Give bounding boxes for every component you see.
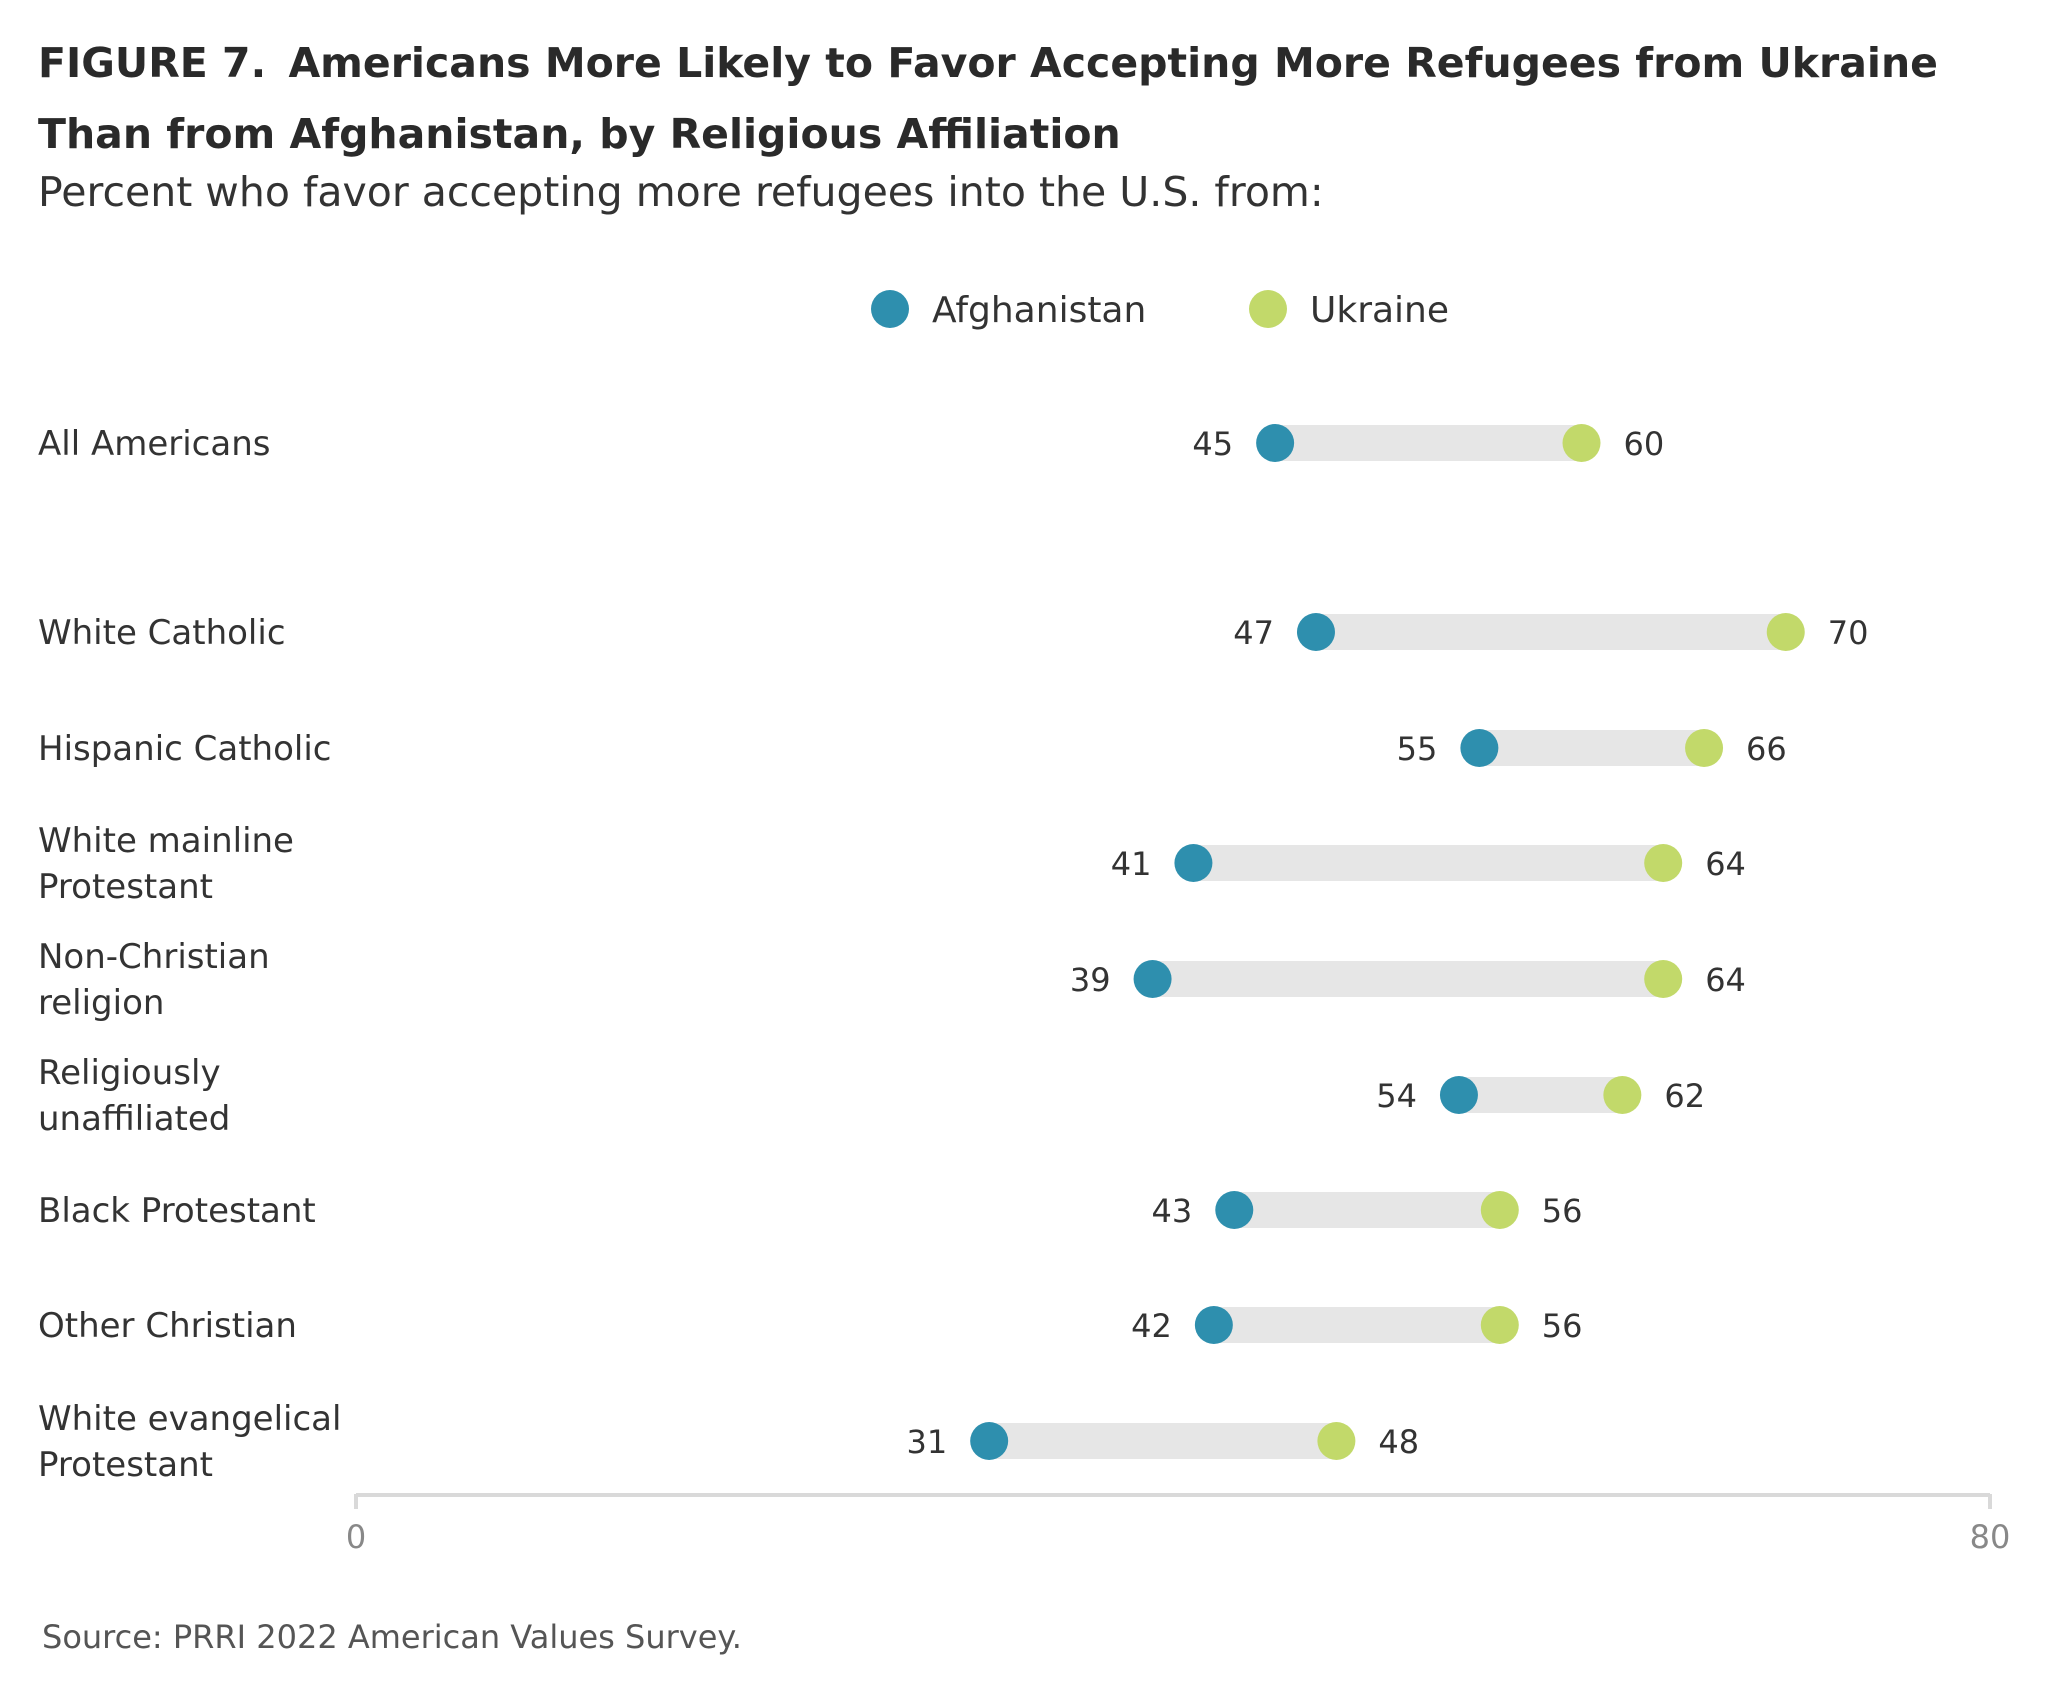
afghanistan-value-label: 31 xyxy=(906,1423,947,1461)
category-label: unaffiliated xyxy=(38,1099,230,1139)
range-bar xyxy=(1315,614,1786,650)
afghanistan-point xyxy=(1194,1306,1233,1344)
range-bar xyxy=(1479,730,1705,766)
ukraine-point xyxy=(1766,613,1805,651)
afghanistan-value-label: 54 xyxy=(1376,1077,1417,1115)
category-label: White mainline xyxy=(38,821,294,861)
legend-marker-ukraine xyxy=(1249,290,1287,328)
category-label: religion xyxy=(38,983,164,1023)
ukraine-value-label: 56 xyxy=(1542,1307,1583,1345)
ukraine-value-label: 56 xyxy=(1542,1192,1583,1230)
ukraine-point xyxy=(1685,729,1724,767)
x-tick-label: 80 xyxy=(1970,1518,2011,1556)
category-label: Other Christian xyxy=(38,1306,297,1346)
ukraine-point xyxy=(1480,1191,1519,1229)
ukraine-value-label: 64 xyxy=(1705,961,1746,999)
ukraine-value-label: 62 xyxy=(1664,1077,1705,1115)
afghanistan-point xyxy=(970,1422,1009,1460)
ukraine-value-label: 48 xyxy=(1378,1423,1419,1461)
ukraine-value-label: 66 xyxy=(1746,730,1787,768)
afghanistan-value-label: 45 xyxy=(1192,425,1233,463)
x-tick-label: 0 xyxy=(346,1518,366,1556)
title-text: Americans More Likely to Favor Accepting… xyxy=(38,39,1938,158)
afghanistan-point xyxy=(1296,613,1335,651)
afghanistan-value-label: 41 xyxy=(1111,845,1152,883)
category-label: Non-Christian xyxy=(38,937,270,977)
range-bar xyxy=(989,1423,1337,1459)
category-label: Black Protestant xyxy=(38,1191,316,1231)
figure-label: FIGURE 7. xyxy=(38,39,267,87)
ukraine-point xyxy=(1644,960,1683,998)
range-bar xyxy=(1458,1077,1623,1113)
ukraine-point xyxy=(1603,1076,1642,1114)
range-bar xyxy=(1213,1307,1500,1343)
afghanistan-point xyxy=(1133,960,1172,998)
ukraine-value-label: 70 xyxy=(1828,614,1869,652)
ukraine-value-label: 64 xyxy=(1705,845,1746,883)
category-label: Protestant xyxy=(38,867,213,907)
chart-title: FIGURE 7. Americans More Likely to Favor… xyxy=(38,28,1998,170)
category-label: Protestant xyxy=(38,1445,213,1485)
afghanistan-point xyxy=(1256,424,1295,462)
category-label: Religiously xyxy=(38,1053,221,1093)
ukraine-point xyxy=(1317,1422,1356,1460)
range-bar xyxy=(1193,845,1664,881)
legend-marker-afghanistan xyxy=(871,290,909,328)
legend-label-afghanistan: Afghanistan xyxy=(932,290,1146,331)
range-bar xyxy=(1152,961,1664,997)
source-note: Source: PRRI 2022 American Values Survey… xyxy=(42,1618,742,1656)
afghanistan-point xyxy=(1215,1191,1254,1229)
afghanistan-point xyxy=(1174,844,1213,882)
afghanistan-point xyxy=(1439,1076,1478,1114)
category-label: White evangelical xyxy=(38,1399,341,1439)
ukraine-point xyxy=(1480,1306,1519,1344)
range-bar xyxy=(1275,425,1582,461)
category-label: All Americans xyxy=(38,424,270,464)
afghanistan-point xyxy=(1460,729,1499,767)
afghanistan-value-label: 43 xyxy=(1152,1192,1193,1230)
afghanistan-value-label: 55 xyxy=(1397,730,1438,768)
ukraine-point xyxy=(1644,844,1683,882)
category-label: Hispanic Catholic xyxy=(38,729,331,769)
range-bar xyxy=(1234,1192,1500,1228)
chart-subtitle: Percent who favor accepting more refugee… xyxy=(38,168,1324,216)
afghanistan-value-label: 42 xyxy=(1131,1307,1172,1345)
category-label: White Catholic xyxy=(38,613,286,653)
ukraine-value-label: 60 xyxy=(1624,425,1665,463)
afghanistan-value-label: 47 xyxy=(1233,614,1274,652)
legend-label-ukraine: Ukraine xyxy=(1310,290,1449,331)
afghanistan-value-label: 39 xyxy=(1070,961,1111,999)
ukraine-point xyxy=(1562,424,1601,462)
